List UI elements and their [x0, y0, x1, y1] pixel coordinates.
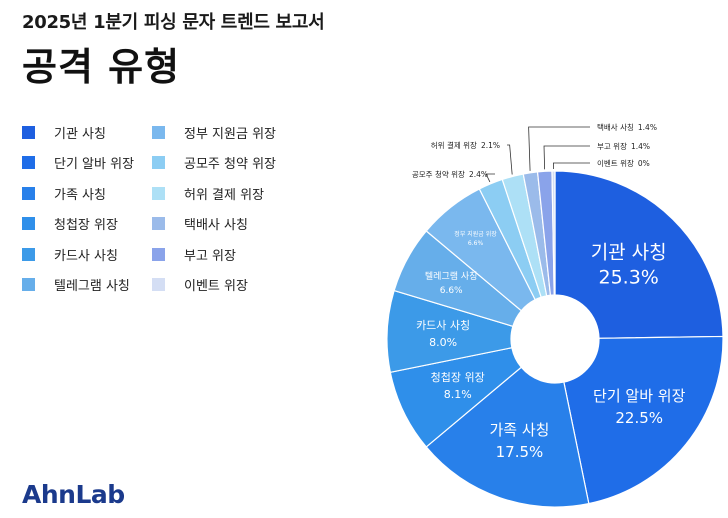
callout-value: 0%: [638, 159, 650, 168]
slice-value: 8.1%: [444, 388, 472, 401]
slice-label: 청첩장 위장: [431, 371, 485, 384]
legend-item: 가족 사칭: [22, 183, 106, 203]
callout-line: [543, 145, 590, 170]
legend-label: 기관 사칭: [54, 126, 106, 142]
donut-slice: [554, 170, 724, 339]
slice-label: 단기 알바 위장: [593, 387, 686, 405]
legend-item: 택배사 사칭: [152, 214, 248, 234]
legend-swatch: [22, 156, 35, 169]
legend-label: 허위 결제 위장: [184, 187, 265, 203]
legend-swatch: [22, 186, 35, 200]
donut-slice: [425, 366, 590, 508]
report-subtitle: 2025년 1분기 피싱 문자 트렌드 보고서: [22, 12, 325, 33]
legend-label: 단기 알바 위장: [54, 157, 135, 172]
callout-label: 택배사 사칭 1.4%: [597, 122, 657, 132]
page-title: 공격 유형: [22, 45, 181, 89]
ahnlab-logo: AhnLab: [22, 480, 125, 509]
slice-label: 기관 사칭: [591, 241, 667, 263]
slice-label: 텔레그램 사칭: [425, 270, 478, 282]
legend-item: 기관 사칭: [22, 122, 106, 142]
legend-label: 정부 지원금 위장: [184, 126, 276, 142]
slice-label: 정부 지원금 위장: [454, 230, 497, 238]
legend-label: 카드사 사칭: [54, 248, 118, 264]
slice-value: 6.6%: [468, 240, 484, 247]
donut-slice: [551, 170, 556, 296]
slice-value: 17.5%: [496, 443, 544, 461]
legend-label: 텔레그램 사칭: [54, 279, 130, 294]
legend-swatch: [152, 247, 165, 261]
callout-line: [507, 144, 513, 175]
legend-swatch: [152, 156, 165, 169]
legend-swatch: [152, 217, 165, 230]
legend-item: 이벤트 위장: [152, 275, 248, 295]
slice-value: 25.3%: [598, 266, 658, 288]
callout-line: [552, 162, 590, 170]
callout-label: 부고 위장 1.4%: [597, 141, 650, 151]
callout-value: 1.4%: [638, 123, 657, 132]
legend-swatch: [152, 186, 165, 200]
legend-swatch: [22, 125, 35, 139]
callout-line: [528, 126, 590, 171]
legend-swatch: [22, 278, 35, 291]
slice-value: 6.6%: [440, 286, 463, 296]
legend-item: 정부 지원금 위장: [152, 122, 276, 142]
legend-swatch: [22, 247, 35, 261]
callout-category: 이벤트 위장: [597, 158, 634, 168]
callout-category: 택배사 사칭: [597, 122, 634, 132]
slice-value: 8.0%: [429, 336, 457, 349]
legend-item: 텔레그램 사칭: [22, 275, 130, 295]
callout-label: 공모주 청약 위장 2.4%: [412, 169, 488, 179]
donut-slice: [563, 335, 724, 505]
legend-item: 허위 결제 위장: [152, 183, 264, 203]
legend-label: 부고 위장: [184, 248, 236, 264]
slice-value: 22.5%: [615, 409, 663, 427]
legend-item: 청첩장 위장: [22, 214, 118, 234]
legend-label: 가족 사칭: [54, 187, 106, 203]
callout-value: 1.4%: [631, 142, 650, 151]
callout-label: 이벤트 위장 0%: [597, 158, 650, 168]
callout-value: 2.4%: [469, 170, 488, 179]
legend-label: 이벤트 위장: [184, 279, 248, 294]
callout-label: 허위 결제 위장 2.1%: [431, 140, 500, 150]
callout-value: 2.1%: [481, 141, 500, 150]
legend-label: 택배사 사칭: [184, 218, 248, 233]
callout-category: 공모주 청약 위장: [412, 169, 465, 179]
slice-label: 카드사 사칭: [416, 319, 470, 332]
callout-category: 허위 결제 위장: [431, 140, 477, 150]
legend-item: 카드사 사칭: [22, 244, 118, 264]
legend-item: 부고 위장: [152, 244, 236, 264]
callout-line: [485, 173, 495, 183]
slice-label: 가족 사칭: [489, 421, 549, 439]
legend-label: 청첩장 위장: [54, 218, 118, 233]
legend-swatch: [22, 217, 35, 230]
callout-category: 부고 위장: [597, 141, 627, 151]
legend-item: 단기 알바 위장: [22, 153, 134, 173]
legend-swatch: [152, 278, 165, 291]
legend-item: 공모주 청약 위장: [152, 153, 276, 173]
legend-label: 공모주 청약 위장: [184, 157, 276, 172]
legend-swatch: [152, 125, 165, 139]
